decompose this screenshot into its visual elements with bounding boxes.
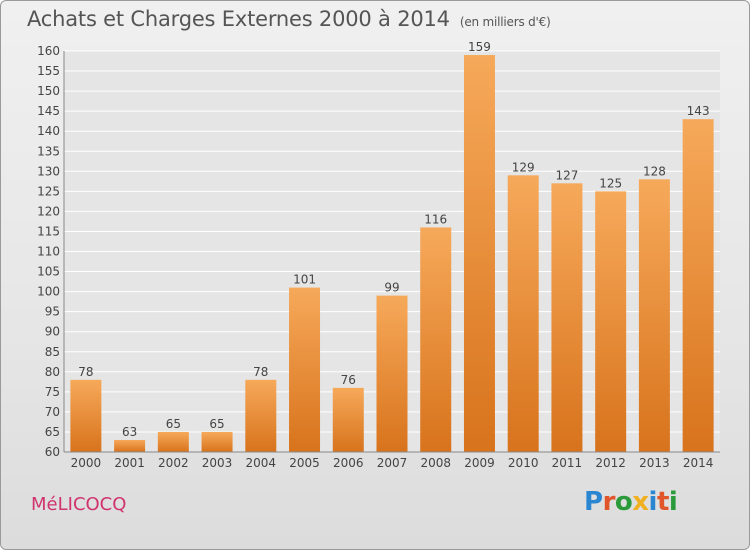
x-tick-label: 2005 bbox=[289, 456, 320, 470]
bar bbox=[201, 431, 233, 452]
bar bbox=[157, 431, 189, 452]
logo-letter: x bbox=[632, 487, 649, 517]
x-tick-label: 2012 bbox=[595, 456, 626, 470]
y-tick-label: 70 bbox=[45, 405, 60, 419]
bar bbox=[682, 119, 714, 453]
bar bbox=[332, 387, 364, 452]
bar bbox=[245, 379, 277, 452]
data-label: 143 bbox=[687, 104, 710, 118]
data-label: 65 bbox=[166, 417, 181, 431]
logo-letter: P bbox=[584, 487, 603, 517]
y-tick-label: 110 bbox=[37, 245, 60, 259]
bar bbox=[638, 179, 670, 452]
x-tick-label: 2003 bbox=[202, 456, 233, 470]
data-label: 125 bbox=[599, 176, 622, 190]
x-tick-label: 2014 bbox=[683, 456, 714, 470]
bar bbox=[70, 379, 102, 452]
data-label: 76 bbox=[341, 373, 356, 387]
x-tick-label: 2002 bbox=[158, 456, 189, 470]
x-tick-label: 2000 bbox=[71, 456, 102, 470]
data-label: 159 bbox=[468, 40, 491, 54]
x-tick-label: 2001 bbox=[114, 456, 145, 470]
bar bbox=[420, 227, 452, 452]
logo-letter: i bbox=[668, 487, 678, 517]
x-tick-label: 2007 bbox=[377, 456, 408, 470]
x-tick-label: 2008 bbox=[420, 456, 451, 470]
bar bbox=[114, 439, 146, 452]
y-tick-label: 145 bbox=[37, 104, 60, 118]
y-tick-label: 115 bbox=[37, 224, 60, 238]
y-tick-label: 160 bbox=[37, 44, 60, 58]
x-tick-label: 2004 bbox=[246, 456, 277, 470]
y-tick-label: 125 bbox=[37, 184, 60, 198]
data-label: 127 bbox=[555, 168, 578, 182]
logo-letter: t bbox=[656, 487, 669, 517]
logo-letter: o bbox=[614, 487, 633, 517]
x-tick-label: 2009 bbox=[464, 456, 495, 470]
bar bbox=[595, 191, 627, 452]
y-tick-label: 75 bbox=[45, 385, 60, 399]
data-label: 116 bbox=[424, 212, 447, 226]
y-tick-label: 140 bbox=[37, 124, 60, 138]
y-tick-label: 100 bbox=[37, 285, 60, 299]
data-label: 78 bbox=[78, 365, 93, 379]
y-tick-label: 80 bbox=[45, 365, 60, 379]
commune-name: MéLICOCQ bbox=[31, 494, 127, 515]
bar bbox=[507, 175, 539, 452]
data-label: 101 bbox=[293, 273, 316, 287]
chart-subtitle: (en milliers d'€) bbox=[459, 15, 551, 29]
data-label: 78 bbox=[253, 365, 268, 379]
y-tick-label: 155 bbox=[37, 64, 60, 78]
bar bbox=[289, 287, 321, 452]
y-tick-label: 85 bbox=[45, 345, 60, 359]
y-tick-label: 120 bbox=[37, 204, 60, 218]
bar bbox=[376, 295, 408, 452]
y-tick-label: 130 bbox=[37, 164, 60, 178]
y-tick-label: 60 bbox=[45, 445, 60, 459]
bar bbox=[463, 55, 495, 452]
y-tick-label: 135 bbox=[37, 144, 60, 158]
y-tick-label: 150 bbox=[37, 84, 60, 98]
data-label: 129 bbox=[512, 160, 535, 174]
x-tick-label: 2006 bbox=[333, 456, 364, 470]
data-label: 65 bbox=[209, 417, 224, 431]
y-tick-label: 95 bbox=[45, 305, 60, 319]
x-tick-label: 2010 bbox=[508, 456, 539, 470]
data-label: 128 bbox=[643, 164, 666, 178]
chart-title: Achats et Charges Externes 2000 à 2014 (e… bbox=[27, 7, 551, 31]
logo-letter: r bbox=[602, 487, 616, 517]
data-label: 99 bbox=[384, 281, 399, 295]
bar bbox=[551, 183, 583, 452]
chart-title-text: Achats et Charges Externes 2000 à 2014 bbox=[27, 7, 450, 31]
data-label: 63 bbox=[122, 425, 137, 439]
x-tick-label: 2011 bbox=[552, 456, 583, 470]
y-tick-label: 65 bbox=[45, 425, 60, 439]
y-tick-label: 105 bbox=[37, 265, 60, 279]
y-tick-label: 90 bbox=[45, 325, 60, 339]
proxiti-logo: Proxiti bbox=[584, 487, 678, 517]
x-tick-label: 2013 bbox=[639, 456, 670, 470]
logo-letter: i bbox=[648, 487, 658, 517]
